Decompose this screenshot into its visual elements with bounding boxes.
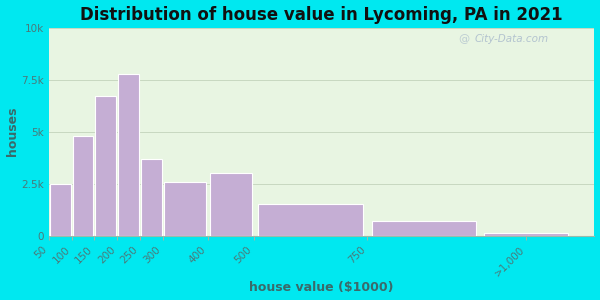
- Text: @: @: [458, 34, 469, 44]
- Bar: [95, 96, 116, 236]
- Bar: [210, 173, 251, 236]
- Text: City-Data.com: City-Data.com: [475, 34, 548, 44]
- Title: Distribution of house value in Lycoming, PA in 2021: Distribution of house value in Lycoming,…: [80, 6, 563, 24]
- Bar: [484, 233, 568, 236]
- Bar: [73, 136, 94, 236]
- Bar: [258, 204, 362, 236]
- Bar: [50, 184, 71, 236]
- Bar: [371, 221, 476, 236]
- Bar: [118, 74, 139, 236]
- Bar: [141, 159, 161, 236]
- Y-axis label: houses: houses: [5, 107, 19, 157]
- X-axis label: house value ($1000): house value ($1000): [250, 281, 394, 294]
- Bar: [164, 182, 206, 236]
